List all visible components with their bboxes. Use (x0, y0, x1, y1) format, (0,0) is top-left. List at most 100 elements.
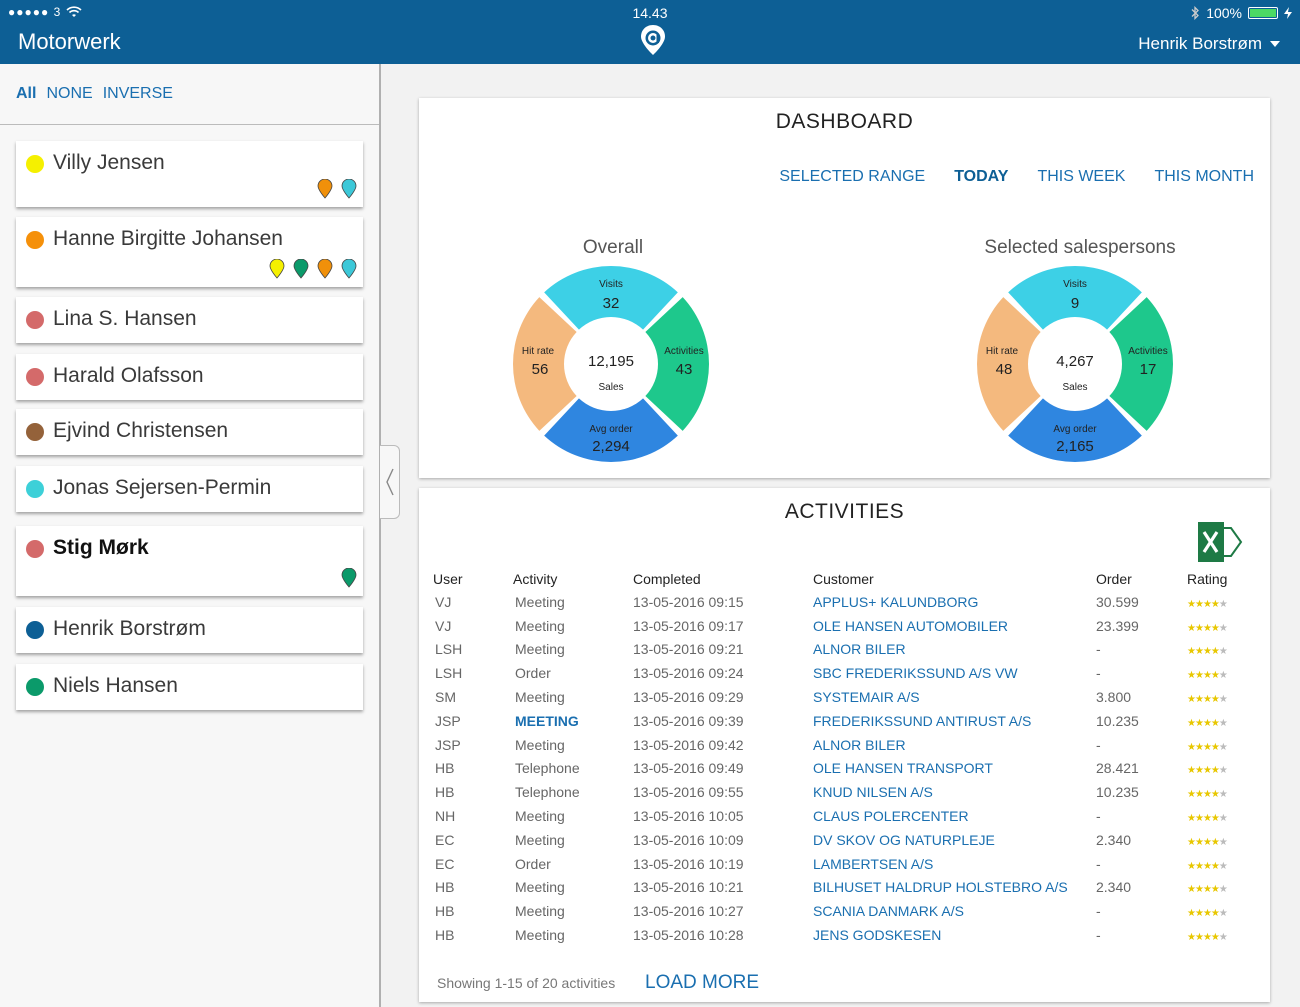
table-row[interactable]: LSH Meeting 13-05-2016 09:21 ALNOR BILER - ★★… (433, 638, 1247, 662)
table-row[interactable]: HB Telephone 13-05-2016 09:55 KNUD NILSEN A… (433, 780, 1247, 804)
sidebar-collapse-toggle[interactable] (380, 445, 400, 519)
filter-all[interactable]: All (16, 85, 37, 102)
table-row[interactable]: SM Meeting 13-05-2016 09:29 SYSTEMAIR A/S 3.… (433, 685, 1247, 709)
table-row[interactable]: LSH Order 13-05-2016 09:24 SBC FREDERIKSSUN… (433, 661, 1247, 685)
salesperson-card[interactable]: Ejvind Christensen (16, 409, 363, 455)
status-right: 100% (1190, 5, 1292, 21)
col-customer[interactable]: Customer (813, 571, 874, 587)
cell-order: 10.235 (1096, 784, 1139, 801)
tab-today[interactable]: TODAY (954, 168, 1009, 185)
salesperson-name: Ejvind Christensen (53, 419, 229, 442)
selected-kpi-donut: Visits 9 Activities 17 Avg order 2,165 Hit rat… (977, 266, 1173, 463)
col-order[interactable]: Order (1096, 571, 1132, 587)
cell-activity: Order (515, 665, 551, 682)
app-header: ●●●●● 3 14.43 100% Motorwerk Henrik Bors… (0, 0, 1300, 64)
cell-customer[interactable]: SYSTEMAIR A/S (813, 689, 920, 706)
star-rating-icon: ★★★★★ (1187, 789, 1228, 801)
activities-label: Activities (664, 346, 703, 357)
activities-label: Activities (1128, 346, 1167, 357)
table-row[interactable]: NH Meeting 13-05-2016 10:05 CLAUS POLERCENT… (433, 804, 1247, 828)
excel-export-icon[interactable] (1197, 520, 1243, 564)
cell-customer[interactable]: LAMBERTSEN A/S (813, 855, 934, 872)
cell-user: LSH (435, 641, 463, 658)
filter-none[interactable]: NONE (46, 85, 93, 102)
salesperson-card[interactable]: Harald Olafsson (16, 354, 363, 400)
sales-value: 4,267 (1056, 353, 1094, 370)
pagination-info: Showing 1-15 of 20 activities (437, 975, 616, 991)
filter-inverse[interactable]: INVERSE (102, 85, 173, 102)
salesperson-color-dot (26, 231, 44, 249)
cell-activity: Telephone (515, 784, 580, 801)
cell-rating: ★★★★★ (1187, 852, 1247, 876)
salesperson-card[interactable]: Lina S. Hansen (16, 297, 363, 343)
location-pins (269, 259, 357, 279)
cell-activity: Meeting (515, 927, 565, 944)
tab-this-month[interactable]: THIS MONTH (1154, 168, 1254, 185)
tab-selected-range[interactable]: SELECTED RANGE (779, 168, 926, 185)
table-row[interactable]: JSP Meeting 13-05-2016 09:42 ALNOR BILER - ★★… (433, 733, 1247, 757)
cell-customer[interactable]: APPLUS+ KALUNDBORG (813, 593, 979, 610)
star-rating-icon: ★★★★★ (1187, 670, 1228, 682)
cell-completed: 13-05-2016 09:55 (633, 784, 744, 801)
col-activity[interactable]: Activity (513, 571, 558, 587)
table-row[interactable]: HB Meeting 13-05-2016 10:28 JENS GODSKESEN -… (433, 923, 1247, 947)
cell-customer[interactable]: FREDERIKSSUND ANTIRUST A/S (813, 712, 1032, 729)
battery-percent: 100% (1206, 5, 1242, 21)
col-completed[interactable]: Completed (633, 571, 701, 587)
chevron-down-icon (1270, 41, 1280, 47)
cell-customer[interactable]: SCANIA DANMARK A/S (813, 903, 964, 920)
tab-this-week[interactable]: THIS WEEK (1037, 168, 1126, 185)
cell-order: - (1096, 855, 1101, 872)
load-more-button[interactable]: LOAD MORE (645, 972, 760, 993)
table-row[interactable]: HB Meeting 13-05-2016 10:27 SCANIA DANMARK … (433, 899, 1247, 923)
salesperson-card[interactable]: Niels Hansen (16, 664, 363, 710)
cell-completed: 13-05-2016 09:21 (633, 641, 744, 658)
table-row[interactable]: JSP MEETING 13-05-2016 09:39 FREDERIKSSUND … (433, 709, 1247, 733)
cell-customer[interactable]: JENS GODSKESEN (813, 927, 942, 944)
cell-completed: 13-05-2016 09:39 (633, 712, 744, 729)
cell-activity: Order (515, 855, 551, 872)
cell-activity: MEETING (515, 712, 579, 729)
cell-customer[interactable]: DV SKOV OG NATURPLEJE (813, 831, 995, 848)
cell-customer[interactable]: OLE HANSEN AUTOMOBILER (813, 617, 1009, 634)
hit-rate-label: Hit rate (986, 346, 1019, 357)
table-row[interactable]: HB Telephone 13-05-2016 09:49 OLE HANSEN TR… (433, 757, 1247, 781)
cell-customer[interactable]: CLAUS POLERCENTER (813, 808, 969, 825)
col-rating[interactable]: Rating (1187, 571, 1228, 587)
table-row[interactable]: EC Meeting 13-05-2016 10:09 DV SKOV OG NATU… (433, 828, 1247, 852)
cell-customer[interactable]: ALNOR BILER (813, 641, 906, 658)
cell-activity: Meeting (515, 689, 565, 706)
cell-customer[interactable]: ALNOR BILER (813, 736, 906, 753)
cell-customer[interactable]: KNUD NILSEN A/S (813, 784, 933, 801)
table-header-row: User Activity Completed Customer Order R… (433, 568, 1247, 590)
cell-completed: 13-05-2016 09:42 (633, 736, 744, 753)
salesperson-card[interactable]: Jonas Sejersen-Permin (16, 466, 363, 512)
table-row[interactable]: EC Order 13-05-2016 10:19 LAMBERTSEN A/S - ★★… (433, 852, 1247, 876)
cell-customer[interactable]: SBC FREDERIKSSUND A/S VW (813, 665, 1018, 682)
cell-customer[interactable]: OLE HANSEN TRANSPORT (813, 760, 993, 777)
overall-chart-title: Overall (582, 237, 644, 258)
activities-panel: ACTIVITIES User Activity Completed Custo… (419, 488, 1270, 1002)
col-user[interactable]: User (433, 571, 463, 587)
salesperson-card[interactable]: Villy Jensen (16, 141, 363, 207)
cell-rating: ★★★★★ (1187, 661, 1247, 685)
cell-user: HB (435, 784, 455, 801)
salesperson-card[interactable]: Stig Mørk (16, 526, 363, 596)
star-rating-icon: ★★★★★ (1187, 813, 1228, 825)
table-row[interactable]: VJ Meeting 13-05-2016 09:15 APPLUS+ KALUNDB… (433, 590, 1247, 614)
salesperson-color-dot (26, 678, 44, 696)
cell-rating: ★★★★★ (1187, 804, 1247, 828)
cell-completed: 13-05-2016 10:27 (633, 903, 744, 920)
cell-customer[interactable]: BILHUSET HALDRUP HOLSTEBRO A/S (813, 879, 1068, 896)
table-row[interactable]: VJ Meeting 13-05-2016 09:17 OLE HANSEN AUTO… (433, 614, 1247, 638)
salesperson-name: Jonas Sejersen-Permin (53, 476, 272, 499)
donut-segment-activities (1008, 266, 1142, 330)
star-rating-icon: ★★★★★ (1187, 694, 1228, 706)
salesperson-card[interactable]: Henrik Borstrøm (16, 607, 363, 653)
cell-user: HB (435, 927, 455, 944)
user-menu[interactable]: Henrik Borstrøm (1138, 34, 1280, 54)
table-row[interactable]: HB Meeting 13-05-2016 10:21 BILHUSET HALDRU… (433, 876, 1247, 900)
salesperson-card[interactable]: Hanne Birgitte Johansen (16, 217, 363, 287)
dashboard-title: DASHBOARD (775, 110, 914, 133)
salesperson-name: Hanne Birgitte Johansen (53, 227, 283, 250)
